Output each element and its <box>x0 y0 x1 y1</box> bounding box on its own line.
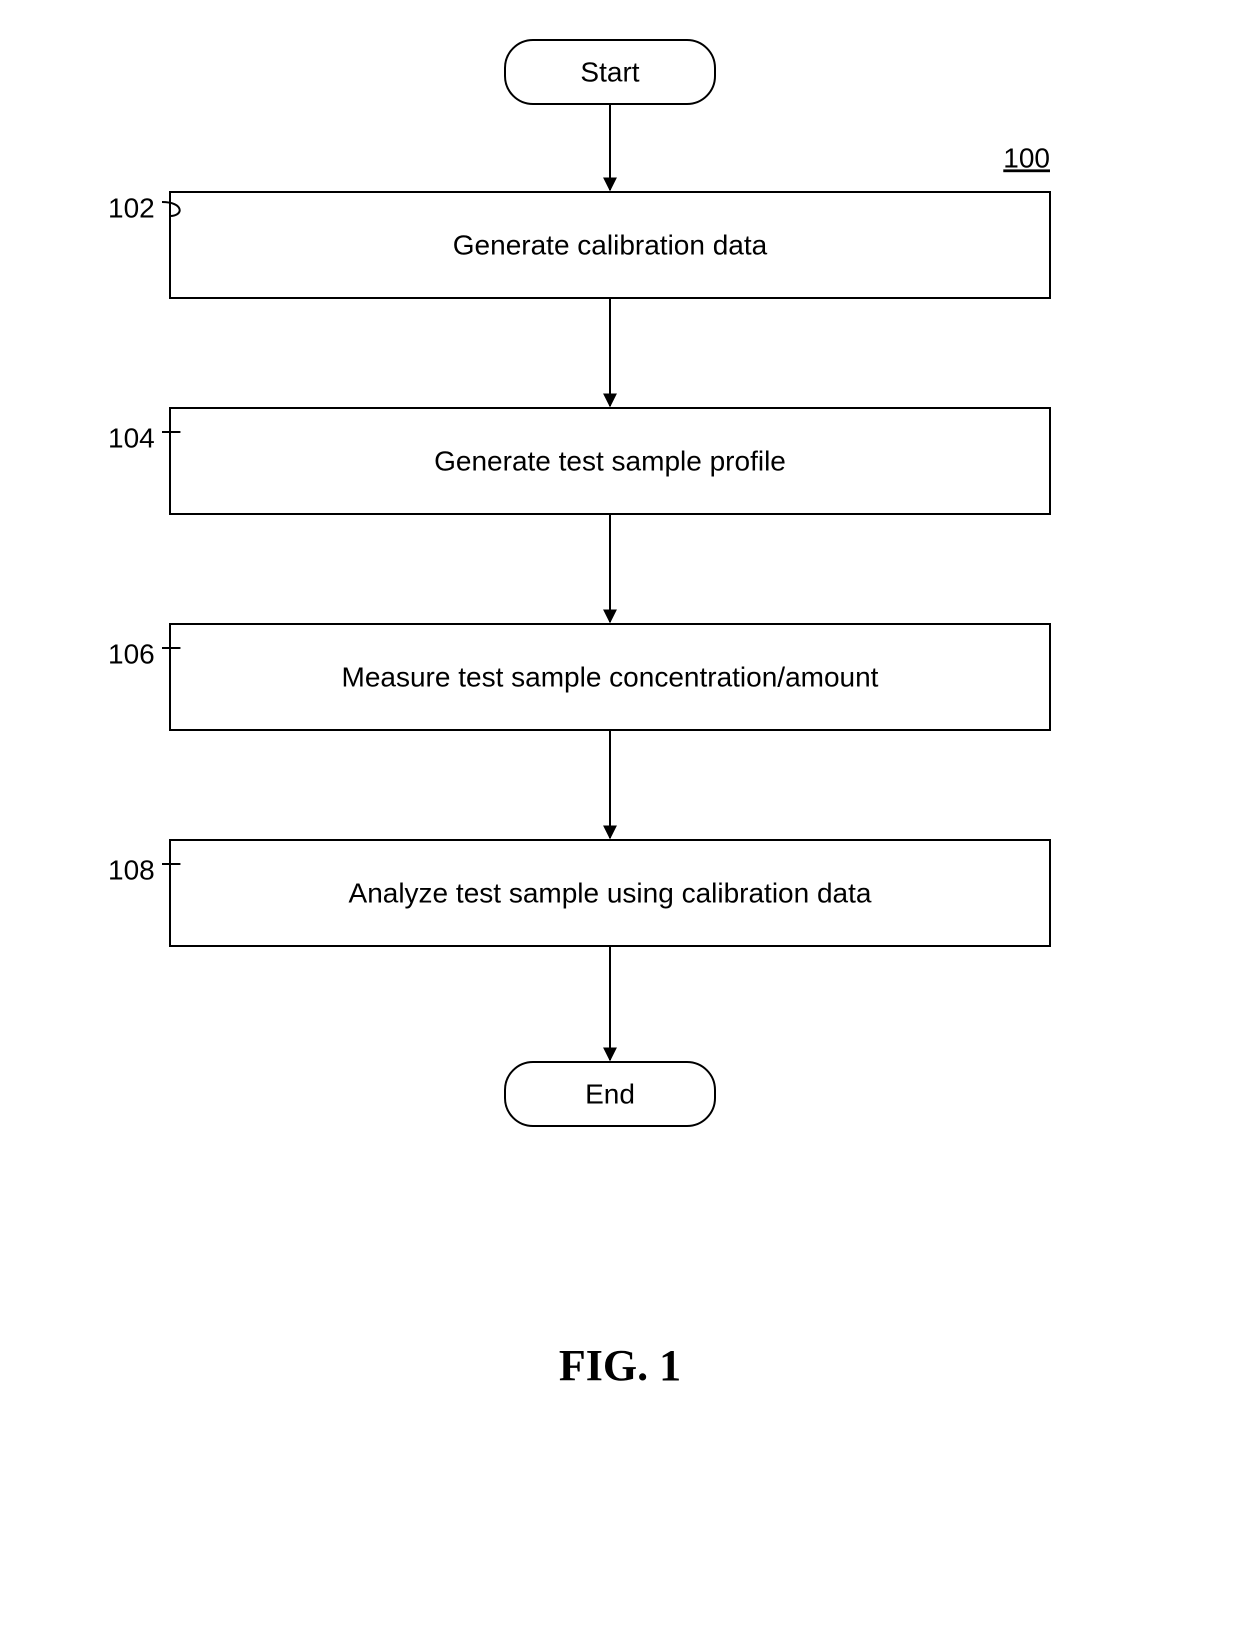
step-106: Measure test sample concentration/amount <box>170 624 1050 730</box>
node-label: Generate calibration data <box>453 229 768 260</box>
start-terminator: Start <box>505 40 715 104</box>
ref-number-102: 102 <box>108 192 155 223</box>
step-102: Generate calibration data <box>170 192 1050 298</box>
node-label: End <box>585 1078 635 1109</box>
end-terminator: End <box>505 1062 715 1126</box>
ref-number-106: 106 <box>108 638 155 669</box>
ref-number-104: 104 <box>108 422 155 453</box>
figure-caption: FIG. 1 <box>559 1341 681 1390</box>
node-label: Start <box>580 56 639 87</box>
step-104: Generate test sample profile <box>170 408 1050 514</box>
node-label: Measure test sample concentration/amount <box>342 661 879 692</box>
ref-number-108: 108 <box>108 854 155 885</box>
node-label: Analyze test sample using calibration da… <box>349 877 872 908</box>
node-label: Generate test sample profile <box>434 445 786 476</box>
step-108: Analyze test sample using calibration da… <box>170 840 1050 946</box>
figure-number: 100 <box>1003 142 1050 173</box>
